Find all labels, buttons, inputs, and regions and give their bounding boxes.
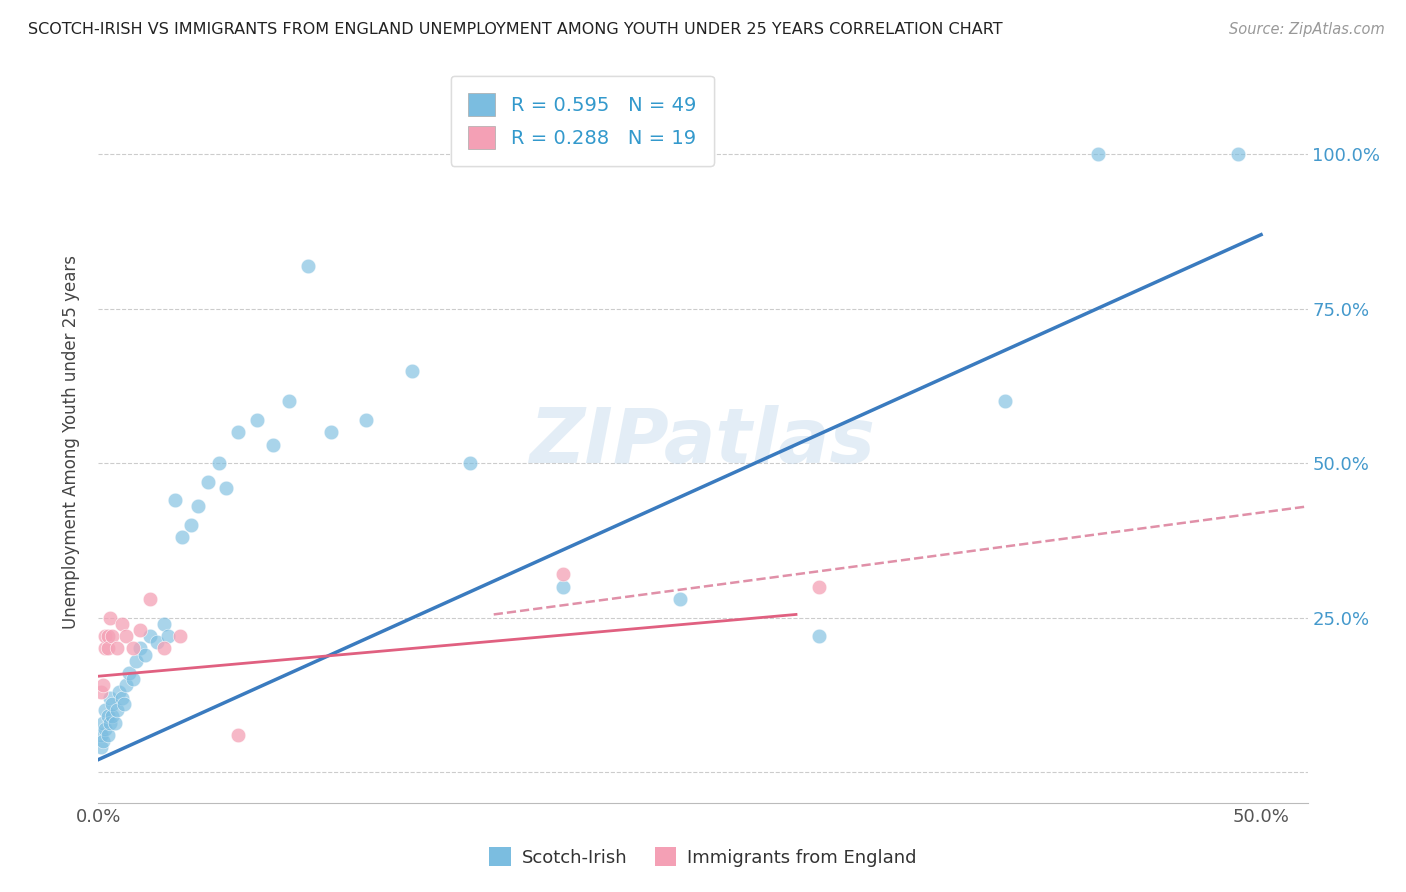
Point <box>157 629 180 643</box>
Point <box>197 475 219 489</box>
Point <box>172 530 194 544</box>
Point <box>808 580 831 594</box>
Point <box>91 734 114 748</box>
Point <box>245 413 267 427</box>
Point <box>226 425 249 440</box>
Text: Source: ZipAtlas.com: Source: ZipAtlas.com <box>1229 22 1385 37</box>
Point <box>105 641 128 656</box>
Point <box>1226 147 1249 161</box>
Point <box>97 629 120 643</box>
Point <box>208 456 231 470</box>
Point <box>124 654 146 668</box>
Point <box>553 580 575 594</box>
Point <box>101 709 124 723</box>
Legend: Scotch-Irish, Immigrants from England: Scotch-Irish, Immigrants from England <box>482 840 924 874</box>
Point <box>460 456 482 470</box>
Point <box>152 616 174 631</box>
Point <box>994 394 1017 409</box>
Point <box>90 684 112 698</box>
Point <box>1087 147 1109 161</box>
Point <box>94 722 117 736</box>
Point <box>215 481 238 495</box>
Point <box>94 703 117 717</box>
Point <box>354 413 377 427</box>
Point <box>553 567 575 582</box>
Point <box>152 641 174 656</box>
Point <box>104 715 127 730</box>
Text: ZIPatlas: ZIPatlas <box>530 405 876 478</box>
Point <box>226 728 249 742</box>
Point <box>115 629 138 643</box>
Point <box>98 715 121 730</box>
Point <box>97 641 120 656</box>
Point <box>101 629 124 643</box>
Point <box>145 635 167 649</box>
Point <box>319 425 342 440</box>
Point <box>108 684 131 698</box>
Point <box>297 259 319 273</box>
Point <box>118 666 141 681</box>
Point <box>111 690 134 705</box>
Point <box>187 500 209 514</box>
Point <box>90 728 112 742</box>
Y-axis label: Unemployment Among Youth under 25 years: Unemployment Among Youth under 25 years <box>62 254 80 629</box>
Point <box>97 709 120 723</box>
Point <box>112 697 135 711</box>
Point <box>101 697 124 711</box>
Point <box>262 437 284 451</box>
Point <box>129 641 152 656</box>
Text: SCOTCH-IRISH VS IMMIGRANTS FROM ENGLAND UNEMPLOYMENT AMONG YOUTH UNDER 25 YEARS : SCOTCH-IRISH VS IMMIGRANTS FROM ENGLAND … <box>28 22 1002 37</box>
Point <box>91 715 114 730</box>
Point <box>94 641 117 656</box>
Point <box>90 740 112 755</box>
Point <box>122 673 145 687</box>
Point <box>668 592 690 607</box>
Point <box>808 629 831 643</box>
Point <box>138 592 160 607</box>
Point <box>401 363 423 377</box>
Point <box>91 678 114 692</box>
Point <box>115 678 138 692</box>
Point <box>105 703 128 717</box>
Point <box>94 629 117 643</box>
Legend: R = 0.595   N = 49, R = 0.288   N = 19: R = 0.595 N = 49, R = 0.288 N = 19 <box>450 76 714 166</box>
Point <box>129 623 152 637</box>
Point <box>111 616 134 631</box>
Point <box>122 641 145 656</box>
Point <box>98 690 121 705</box>
Point <box>138 629 160 643</box>
Point <box>97 728 120 742</box>
Point <box>134 648 156 662</box>
Point <box>278 394 301 409</box>
Point <box>169 629 191 643</box>
Point <box>165 493 187 508</box>
Point <box>180 517 202 532</box>
Point <box>98 610 121 624</box>
